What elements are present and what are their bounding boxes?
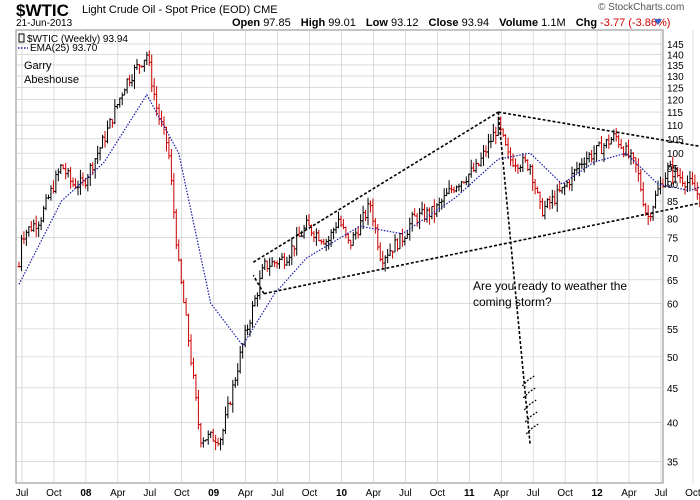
- x-tick-label: Oct: [685, 488, 700, 499]
- storm-mark: [524, 411, 538, 423]
- y-tick-label: 85: [667, 197, 679, 208]
- ema-line: [18, 93, 700, 347]
- y-tick-label: 135: [667, 61, 684, 72]
- x-tick-label: 10: [336, 488, 348, 499]
- legend-item-ema: EMA(25) 93.70: [30, 43, 98, 54]
- x-tick-label: 12: [592, 488, 604, 499]
- chart-header: $WTIC Light Crude Oil - Spot Price (EOD)…: [0, 0, 700, 30]
- x-tick-label: Apr: [621, 488, 637, 499]
- y-axis: 3540455055606570758085909510010511011512…: [667, 40, 684, 469]
- x-tick-label: 08: [80, 488, 92, 499]
- storm-marks: [521, 375, 539, 435]
- legend: $WTIC (Weekly) 93.94 EMA(25) 93.70: [18, 33, 128, 54]
- grid: [16, 30, 694, 483]
- x-tick-label: Apr: [366, 488, 382, 499]
- change-stat: Chg -3.77 (-3.86%): [575, 17, 671, 29]
- y-tick-label: 110: [667, 121, 683, 132]
- x-tick-label: Oct: [557, 488, 573, 499]
- y-tick-label: 70: [667, 254, 679, 265]
- instrument-name: Light Crude Oil - Spot Price (EOD): [82, 4, 251, 16]
- y-tick-label: 35: [667, 458, 679, 469]
- x-tick-label: Oct: [302, 488, 318, 499]
- chart-subtitle: Light Crude Oil - Spot Price (EOD) CME: [82, 4, 278, 16]
- x-tick-label: Jul: [143, 488, 156, 499]
- y-tick-label: 120: [667, 96, 684, 107]
- price-bars: [17, 50, 700, 451]
- x-tick-label: Apr: [493, 488, 509, 499]
- storm-mark: [521, 375, 535, 387]
- y-tick-label: 45: [667, 384, 679, 395]
- annotation-line-2: coming storm?: [473, 295, 552, 309]
- x-tick-label: Jul: [527, 488, 540, 499]
- y-tick-label: 55: [667, 325, 679, 336]
- y-tick-label: 40: [667, 418, 679, 429]
- y-tick-label: 145: [667, 40, 684, 51]
- price-bar: [688, 171, 692, 191]
- y-tick-label: 140: [667, 50, 684, 61]
- trendline: [497, 112, 531, 446]
- trendlines: [252, 111, 700, 446]
- x-tick-label: Jul: [399, 488, 412, 499]
- storm-mark: [523, 399, 537, 411]
- y-tick-label: 50: [667, 353, 679, 364]
- y-tick-label: 95: [667, 164, 679, 175]
- x-tick-label: Apr: [238, 488, 254, 499]
- price-bar: [681, 171, 685, 187]
- legend-item-price: $WTIC (Weekly) 93.94: [27, 34, 128, 45]
- x-tick-label: Jul: [271, 488, 284, 499]
- y-tick-label: 75: [667, 234, 679, 245]
- trendline: [252, 111, 499, 263]
- y-tick-label: 90: [667, 180, 679, 191]
- plot-frame: [15, 29, 664, 484]
- legend-bar-swatch: [18, 33, 25, 43]
- x-axis: Jul Oct 08 Apr Jul Oct 09 Apr Jul Oct 10 Apr Jul Oct 1…: [16, 488, 700, 499]
- high-stat: High 99.01: [300, 17, 356, 29]
- brand-label[interactable]: © StockCharts.com: [598, 2, 685, 13]
- x-tick-label: Jul: [16, 488, 29, 499]
- chevron-down-icon[interactable]: [654, 19, 662, 25]
- symbol-title: $WTIC: [16, 1, 69, 20]
- exchange-label: CME: [253, 4, 278, 16]
- volume-stat: Volume 1.1M: [499, 17, 566, 29]
- x-tick-label: Oct: [46, 488, 62, 499]
- chart-date: 21-Jun-2013: [16, 18, 73, 29]
- x-tick-label: Oct: [174, 488, 190, 499]
- open-stat: Open 97.85: [232, 17, 291, 29]
- y-tick-label: 115: [667, 108, 683, 119]
- x-tick-label: 11: [464, 488, 475, 499]
- x-tick-label: 09: [208, 488, 220, 499]
- storm-mark: [522, 387, 536, 399]
- price-bar: [695, 182, 699, 200]
- author-line-2: Abeshouse: [24, 74, 79, 86]
- x-tick-label: Oct: [430, 488, 446, 499]
- price-bar: [683, 181, 687, 195]
- x-tick-label: Jul: [655, 488, 668, 499]
- y-tick-label: 130: [667, 72, 684, 83]
- y-tick-label: 80: [667, 215, 679, 226]
- low-stat: Low 93.12: [365, 17, 419, 29]
- y-tick-label: 65: [667, 276, 679, 287]
- trendline: [252, 274, 265, 295]
- y-tick-label: 125: [667, 84, 684, 95]
- x-tick-label: Apr: [110, 488, 126, 499]
- y-tick-label: 105: [667, 135, 684, 146]
- annotation-line-1: Are you ready to weather the: [473, 279, 627, 293]
- price-bar: [678, 167, 682, 184]
- close-stat: Close 93.94: [428, 17, 490, 29]
- trendline: [498, 111, 700, 148]
- y-tick-label: 60: [667, 299, 679, 310]
- ohlc-readout: Open 97.85 High 99.01 Low 93.12 Close 93…: [232, 17, 677, 29]
- y-tick-label: 100: [667, 149, 684, 160]
- storm-mark: [525, 423, 539, 435]
- author-line-1: Garry: [24, 60, 52, 72]
- trendline: [263, 202, 700, 295]
